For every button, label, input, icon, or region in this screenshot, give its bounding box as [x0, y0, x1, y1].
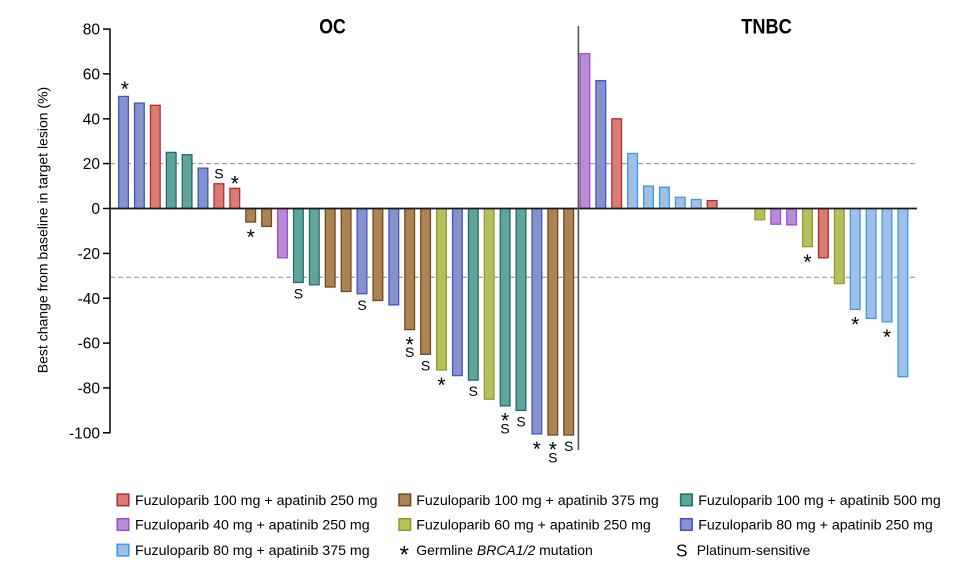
svg-text:-40: -40	[78, 291, 101, 308]
svg-text:S: S	[405, 344, 414, 360]
svg-text:S: S	[500, 421, 509, 437]
svg-text:-80: -80	[78, 381, 101, 398]
svg-text:0: 0	[91, 201, 100, 218]
svg-text:40: 40	[83, 111, 101, 128]
svg-text:S: S	[516, 414, 525, 430]
svg-text:S: S	[421, 357, 430, 373]
svg-text:S: S	[548, 450, 557, 466]
svg-text:TNBC: TNBC	[741, 16, 792, 39]
svg-text:80: 80	[83, 22, 101, 39]
svg-text:*: *	[400, 541, 409, 568]
svg-text:*: *	[883, 326, 891, 349]
svg-text:*: *	[437, 374, 445, 397]
svg-text:S: S	[357, 297, 366, 313]
svg-text:Platinum-sensitive: Platinum-sensitive	[697, 542, 811, 558]
svg-text:-20: -20	[78, 246, 101, 263]
svg-text:*: *	[231, 172, 239, 195]
svg-text:Fuzuloparib 100 mg + apatinib: Fuzuloparib 100 mg + apatinib 375 mg	[416, 493, 659, 509]
svg-text:Fuzuloparib 100 mg + apatinib: Fuzuloparib 100 mg + apatinib 250 mg	[135, 493, 378, 509]
svg-text:Fuzuloparib 40 mg + apatinib 2: Fuzuloparib 40 mg + apatinib 250 mg	[135, 517, 370, 533]
svg-text:Germline BRCA1/2 mutation: Germline BRCA1/2 mutation	[416, 542, 593, 558]
svg-text:Fuzuloparib 80 mg + apatinib 2: Fuzuloparib 80 mg + apatinib 250 mg	[698, 517, 933, 533]
svg-text:*: *	[533, 438, 541, 461]
svg-text:Fuzuloparib 80 mg + apatinib 3: Fuzuloparib 80 mg + apatinib 375 mg	[135, 543, 370, 559]
svg-text:*: *	[406, 333, 414, 356]
svg-text:S: S	[294, 286, 303, 302]
svg-text:-60: -60	[78, 336, 101, 353]
svg-text:S: S	[469, 383, 478, 399]
svg-text:*: *	[247, 226, 255, 249]
svg-text:S: S	[214, 166, 223, 182]
svg-text:*: *	[851, 314, 859, 337]
svg-text:*: *	[501, 410, 509, 433]
svg-text:*: *	[121, 78, 129, 101]
svg-text:S: S	[676, 540, 688, 560]
svg-text:Fuzuloparib 60 mg + apatinib 2: Fuzuloparib 60 mg + apatinib 250 mg	[416, 517, 651, 533]
svg-text:*: *	[803, 251, 811, 274]
svg-text:Fuzuloparib 100 mg + apatinib: Fuzuloparib 100 mg + apatinib 500 mg	[698, 493, 941, 509]
svg-text:OC: OC	[319, 16, 346, 39]
svg-text:20: 20	[83, 156, 101, 173]
svg-text:*: *	[549, 439, 557, 462]
svg-text:Best change from baseline in t: Best change from baseline in target lesi…	[35, 87, 51, 373]
svg-text:S: S	[564, 438, 573, 454]
svg-text:-100: -100	[69, 425, 100, 442]
svg-text:60: 60	[83, 67, 101, 84]
